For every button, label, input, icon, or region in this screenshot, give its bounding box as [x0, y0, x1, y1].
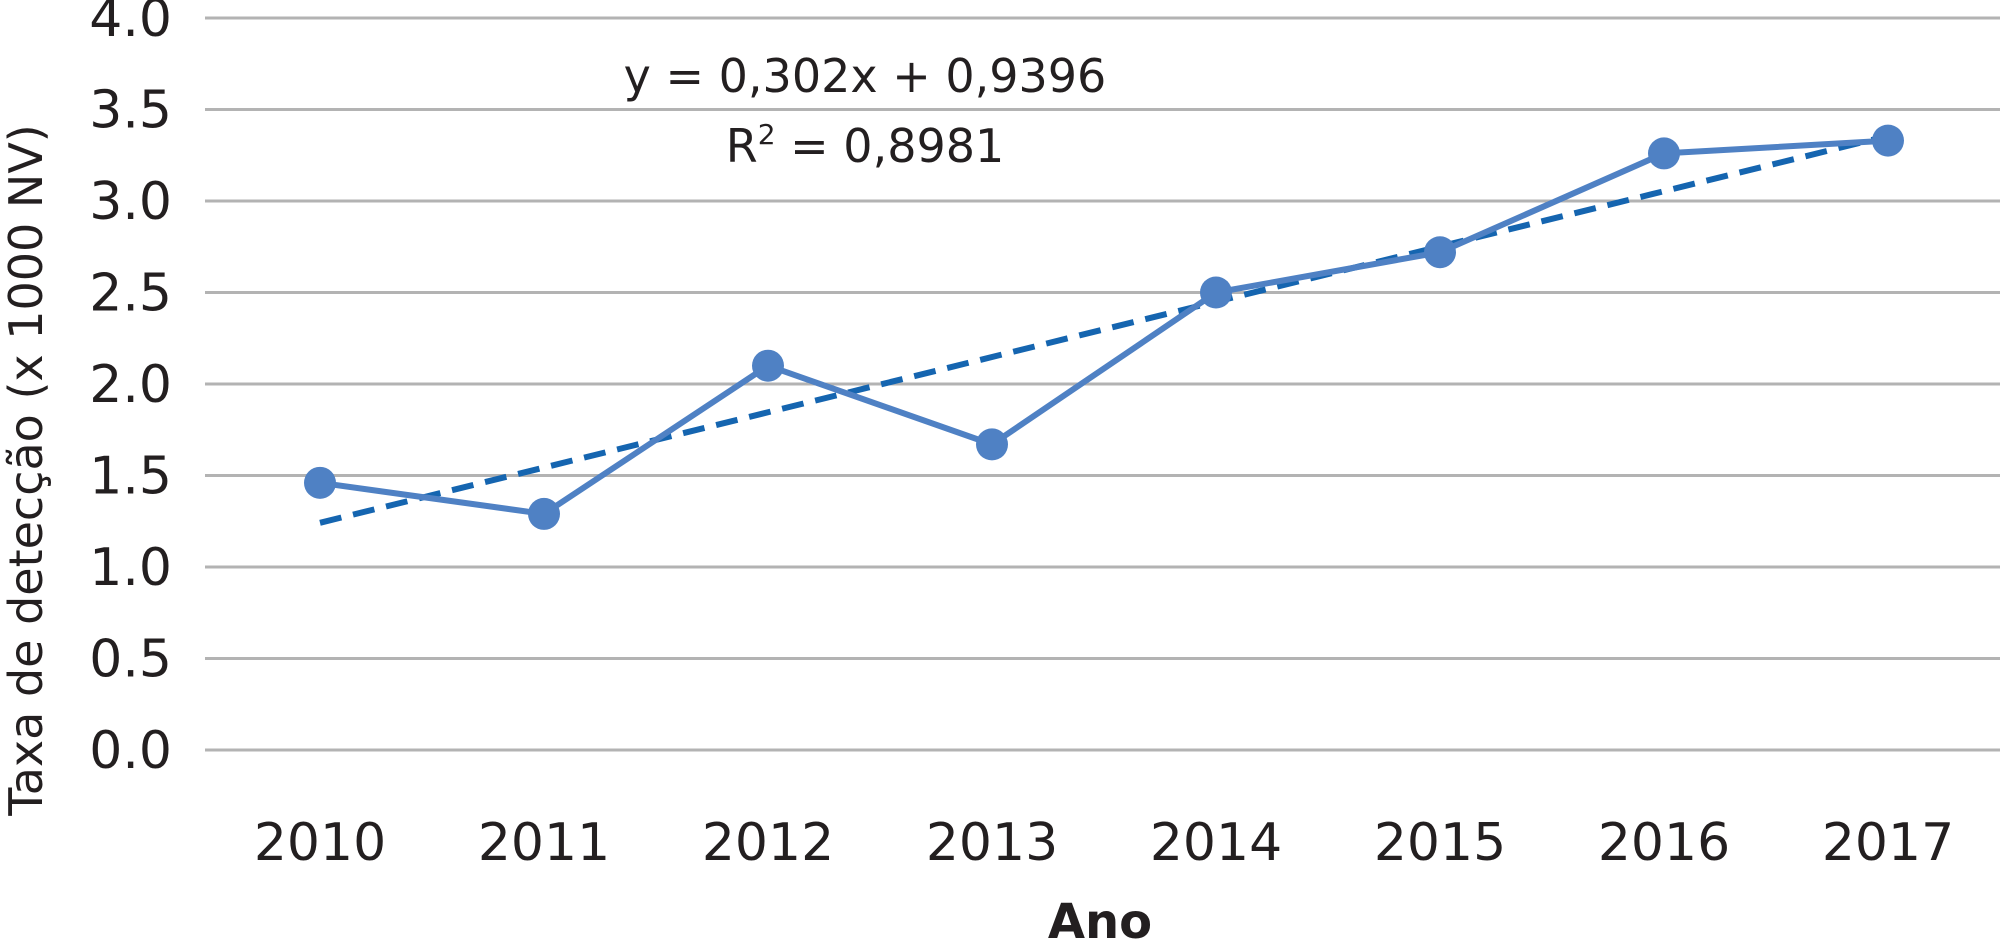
data-point — [1200, 276, 1232, 309]
trendline-equation: y = 0,302x + 0,9396 — [624, 49, 1107, 103]
x-tick-label: 2010 — [254, 813, 386, 873]
data-point — [528, 497, 560, 530]
x-tick-label: 2013 — [926, 813, 1058, 873]
x-tick-label: 2014 — [1150, 813, 1282, 873]
data-point — [976, 428, 1008, 461]
x-axis-ticks: 2010 2011 2012 2013 2014 2015 2016 2017 — [254, 813, 1954, 873]
x-tick-label: 2017 — [1822, 813, 1954, 873]
x-tick-label: 2015 — [1374, 813, 1506, 873]
trendline — [319, 133, 1889, 526]
y-tick-label: 1.5 — [89, 447, 172, 507]
data-point — [304, 466, 336, 499]
y-tick-label: 3.0 — [89, 172, 172, 232]
gridlines — [205, 16, 2000, 752]
data-point — [1424, 236, 1456, 269]
y-axis-ticks: 0.0 0.5 1.0 1.5 2.0 2.5 3.0 3.5 4.0 — [89, 0, 172, 781]
series-points — [304, 124, 1904, 530]
data-point — [1872, 124, 1904, 157]
y-tick-label: 2.5 — [89, 264, 172, 324]
y-tick-label: 2.0 — [89, 355, 172, 415]
data-point — [1648, 137, 1680, 170]
x-tick-label: 2016 — [1598, 813, 1730, 873]
x-axis-label: Ano — [1048, 894, 1152, 944]
y-tick-label: 4.0 — [89, 0, 172, 49]
r-squared-label: R2 = 0,8981 — [726, 118, 1005, 173]
y-tick-label: 0.5 — [89, 630, 172, 690]
series-line — [319, 137, 1889, 517]
y-axis-label: Taxa de detecção (x 1000 NV) — [0, 124, 53, 817]
y-tick-label: 1.0 — [89, 538, 172, 598]
x-tick-label: 2012 — [702, 813, 834, 873]
data-point — [752, 349, 784, 382]
y-tick-label: 0.0 — [89, 721, 172, 781]
x-tick-label: 2011 — [478, 813, 610, 873]
y-tick-label: 3.5 — [89, 81, 172, 141]
